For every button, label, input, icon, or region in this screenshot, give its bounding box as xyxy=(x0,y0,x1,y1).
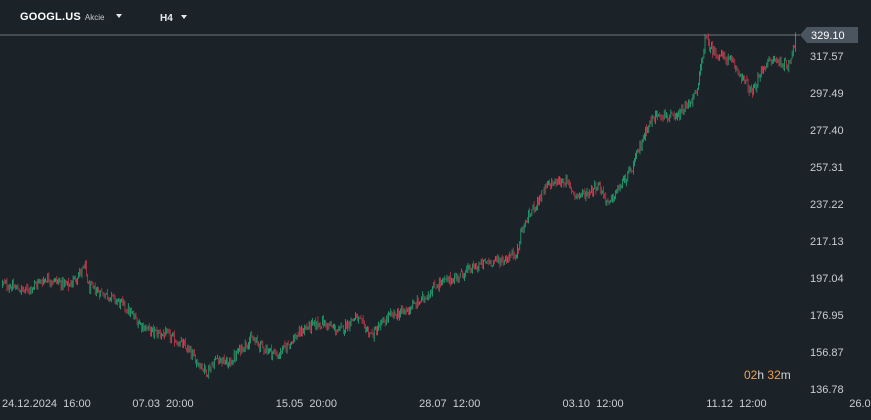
current-price-tag: 329.10 xyxy=(800,27,858,43)
x-tick-label: 28.07 12:00 xyxy=(419,398,480,410)
y-tick-label: 136.78 xyxy=(810,384,844,396)
y-tick-label: 317.57 xyxy=(810,51,844,63)
asset-type-label: Akcie xyxy=(84,13,105,22)
timeframe-label: H4 xyxy=(160,13,173,24)
price-tag-background xyxy=(800,27,858,43)
symbol-selector[interactable]: GOOGL.US Akcie xyxy=(20,11,123,23)
countdown-hours-unit: h xyxy=(757,368,765,382)
y-tick-label: 297.49 xyxy=(810,88,844,100)
y-tick-label: 156.87 xyxy=(810,347,844,359)
y-tick-label: 176.95 xyxy=(810,310,844,322)
countdown-minutes: 32 xyxy=(767,368,781,382)
y-axis: 317.57 297.49 277.40 257.31 237.22 217.13 197.… xyxy=(810,51,844,396)
chart-toolbar: GOOGL.US Akcie H4 xyxy=(0,0,871,34)
current-price-label: 329.10 xyxy=(811,30,845,42)
symbol-name: GOOGL.US xyxy=(20,11,81,23)
y-tick-label: 197.04 xyxy=(810,273,844,285)
x-tick-label: 26.01 16:00 xyxy=(849,398,871,410)
y-tick-label: 277.40 xyxy=(810,125,844,137)
chevron-down-icon[interactable] xyxy=(116,14,123,18)
chevron-down-icon[interactable] xyxy=(180,15,187,19)
y-tick-label: 257.31 xyxy=(810,162,844,174)
countdown-hours: 02 xyxy=(744,368,758,382)
x-tick-label: 03.10 12:00 xyxy=(563,398,624,410)
x-axis: 24.12.2024 16:00 07.03 20:00 15.05 20:00 28… xyxy=(2,398,871,410)
x-tick-label: 15.05 20:00 xyxy=(276,398,337,410)
x-tick-label: 24.12.2024 16:00 xyxy=(2,398,91,410)
x-tick-label: 07.03 20:00 xyxy=(132,398,193,410)
countdown-minutes-unit: m xyxy=(780,368,791,382)
y-tick-label: 237.22 xyxy=(810,199,844,211)
candles-group xyxy=(2,32,796,379)
bar-countdown: 02h 32m xyxy=(744,368,791,382)
timeframe-selector[interactable]: H4 xyxy=(160,13,187,24)
x-tick-label: 11.12 12:00 xyxy=(706,398,766,410)
y-tick-label: 217.13 xyxy=(810,236,844,248)
